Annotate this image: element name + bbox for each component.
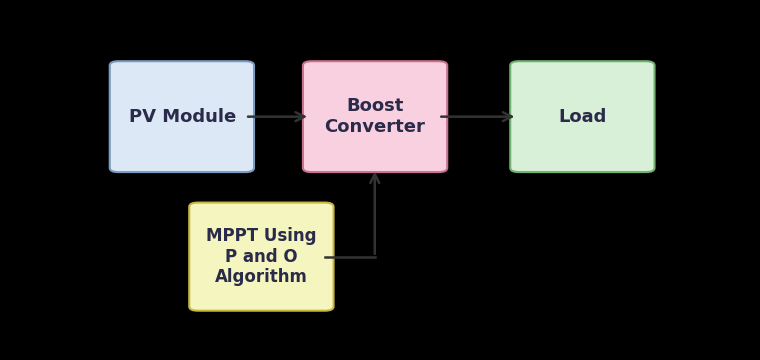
FancyBboxPatch shape (303, 61, 447, 172)
Text: Boost
Converter: Boost Converter (325, 97, 425, 136)
FancyBboxPatch shape (109, 61, 254, 172)
Text: MPPT Using
P and O
Algorithm: MPPT Using P and O Algorithm (206, 227, 316, 287)
Text: PV Module: PV Module (128, 108, 236, 126)
Text: Load: Load (558, 108, 606, 126)
FancyBboxPatch shape (510, 61, 654, 172)
FancyBboxPatch shape (189, 203, 334, 311)
